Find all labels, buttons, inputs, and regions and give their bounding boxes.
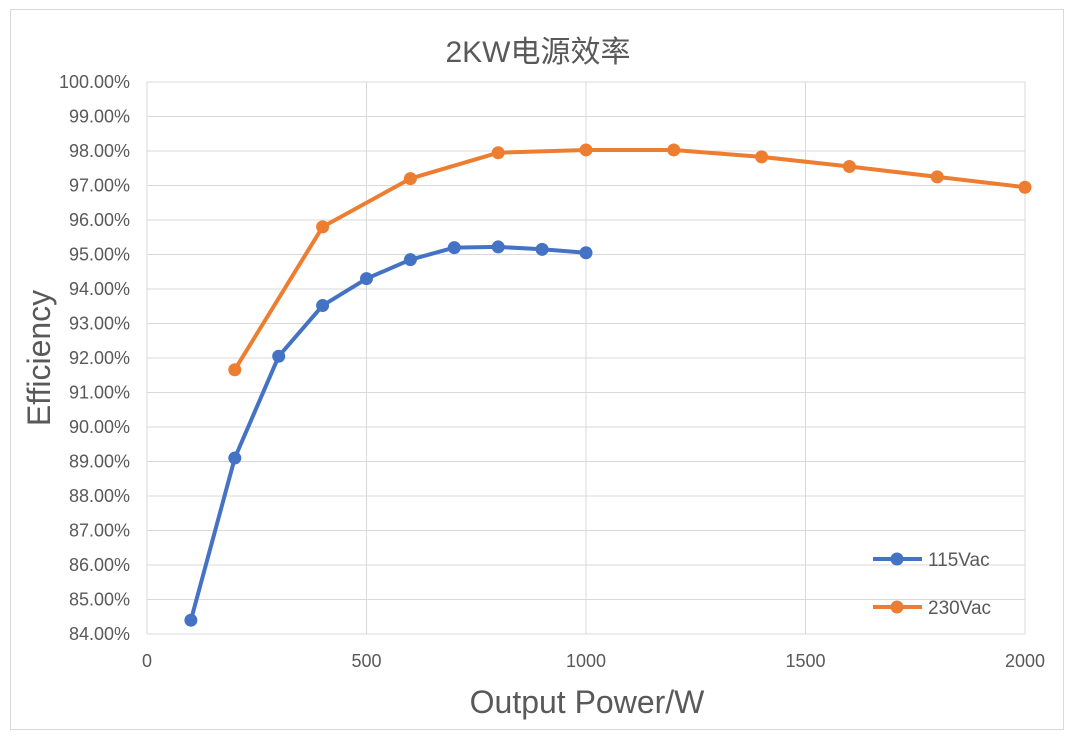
series-lines	[188, 148, 1026, 621]
series-line-230vac	[233, 148, 1026, 371]
x-tick-label: 1500	[785, 651, 825, 671]
y-tick-label: 89.00%	[69, 452, 130, 472]
y-tick-label: 84.00%	[69, 624, 130, 644]
y-tick-label: 90.00%	[69, 417, 130, 437]
x-tick-label: 2000	[1005, 651, 1045, 671]
y-tick-label: 85.00%	[69, 590, 130, 610]
y-tick-label: 93.00%	[69, 314, 130, 334]
data-point-115vac	[228, 451, 242, 465]
x-tick-label: 500	[351, 651, 381, 671]
y-tick-label: 97.00%	[69, 176, 130, 196]
data-point-230vac	[491, 146, 505, 160]
legend-label-230vac: 230Vac	[928, 598, 991, 619]
data-point-230vac	[755, 150, 769, 164]
data-point-115vac	[272, 349, 286, 363]
data-point-230vac	[842, 160, 856, 174]
data-point-115vac	[535, 242, 549, 256]
y-tick-label: 99.00%	[69, 107, 130, 127]
y-axis-title: Efficiency	[21, 290, 57, 426]
x-tick-label: 1000	[566, 651, 606, 671]
data-point-230vac	[1018, 180, 1032, 194]
data-point-230vac	[228, 363, 242, 377]
x-axis-title: Output Power/W	[470, 684, 706, 720]
y-tick-label: 92.00%	[69, 348, 130, 368]
data-point-115vac	[403, 253, 417, 267]
series-line-115vac	[188, 244, 587, 621]
x-axis-tick-labels: 0 500 1000 1500 2000	[142, 651, 1045, 671]
series-points	[184, 143, 1032, 627]
data-point-230vac	[579, 143, 593, 157]
data-point-115vac	[579, 246, 593, 260]
data-point-115vac	[491, 240, 505, 254]
data-point-230vac	[930, 170, 944, 184]
y-tick-label: 100.00%	[59, 72, 130, 92]
data-point-115vac	[316, 299, 330, 313]
y-tick-label: 87.00%	[69, 521, 130, 541]
data-point-115vac	[360, 272, 373, 286]
y-tick-label: 96.00%	[69, 210, 130, 230]
y-tick-label: 86.00%	[69, 555, 130, 575]
legend-label-115vac: 115Vac	[928, 550, 990, 571]
y-tick-label: 98.00%	[69, 141, 130, 161]
data-point-115vac	[447, 241, 461, 255]
legend-marker-115vac	[890, 552, 904, 566]
legend: 115Vac 230Vac	[873, 550, 991, 619]
legend-marker-230vac	[890, 600, 904, 614]
x-tick-label: 0	[142, 651, 152, 671]
y-tick-label: 91.00%	[69, 383, 130, 403]
data-point-115vac	[184, 613, 198, 627]
data-point-230vac	[403, 172, 417, 186]
y-tick-label: 88.00%	[69, 486, 130, 506]
data-point-230vac	[667, 143, 681, 157]
gridlines	[146, 81, 1026, 635]
y-tick-label: 94.00%	[69, 279, 130, 299]
data-point-230vac	[316, 220, 330, 234]
chart-title: 2KW电源效率	[445, 36, 630, 69]
y-tick-label: 95.00%	[69, 245, 130, 265]
y-axis-tick-labels: 84.00% 85.00% 86.00% 87.00% 88.00% 89.00% 90.0…	[59, 72, 130, 644]
chart-frame	[10, 9, 1064, 730]
